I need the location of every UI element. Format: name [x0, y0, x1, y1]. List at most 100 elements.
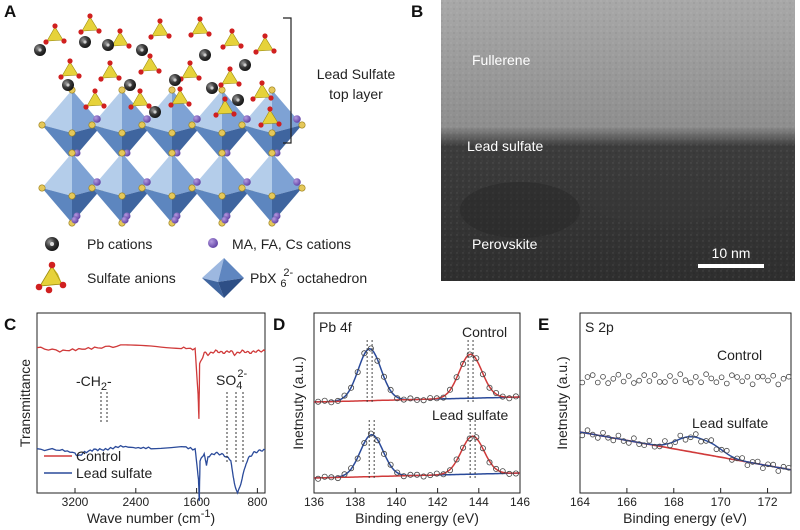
- oxygen-atom: [262, 33, 268, 39]
- top-layer-label-1: Lead Sulfate: [317, 66, 396, 82]
- lead-sulfate-point: [594, 435, 601, 441]
- data-point: [321, 397, 328, 404]
- organic-cation: [123, 149, 131, 157]
- panel-c: C Transmittance 3200 2400 1600 800 Wave num…: [4, 312, 268, 526]
- lead-sulfate-point: [692, 431, 699, 437]
- oxygen-atom: [213, 112, 219, 118]
- control-point: [718, 374, 725, 381]
- sulfate-tetrahedron: [256, 36, 274, 52]
- x-tick-label: 146: [510, 495, 530, 509]
- control-point: [744, 373, 751, 380]
- control-point: [656, 379, 663, 385]
- c-xlabel-end: ): [210, 510, 215, 526]
- lead-sulfate-point: [641, 442, 647, 449]
- panel-e-control-label: Control: [717, 347, 762, 363]
- organic-cation: [93, 115, 101, 123]
- oxygen-atom: [168, 102, 174, 108]
- ch2-markers: [100, 392, 108, 424]
- oxygen-atom: [250, 96, 256, 102]
- organic-cation: [221, 216, 229, 224]
- pb-cation-highlight: [66, 83, 70, 87]
- control-point: [775, 381, 782, 388]
- oxygen-atom: [147, 53, 153, 59]
- control-point: [579, 379, 586, 386]
- data-point: [341, 392, 348, 399]
- panel-e-ylabel: Inetnsuty (a.u.): [554, 356, 570, 449]
- panel-c-xticks: 3200 2400 1600 800: [62, 488, 268, 509]
- x-tick-label: 172: [758, 495, 778, 509]
- lead-sulfate-point: [682, 436, 689, 443]
- oxygen-atom: [238, 43, 244, 49]
- oxygen-atom: [236, 81, 242, 87]
- halide-atom: [218, 86, 226, 94]
- oxygen-atom: [78, 29, 84, 35]
- control-point: [651, 372, 658, 378]
- control-point: [605, 380, 611, 386]
- x-tick-label: 142: [428, 495, 448, 509]
- octahedron-face: [192, 188, 222, 223]
- sulfate-tetrahedron: [81, 16, 99, 32]
- legend-control-label: Control: [76, 448, 121, 464]
- data-point: [453, 456, 460, 463]
- oxygen-atom: [157, 18, 163, 24]
- sulfate-tetrahedron: [181, 63, 199, 79]
- oxygen-atom: [206, 31, 212, 37]
- oxygen-atom: [196, 75, 202, 81]
- sulfate-tetrahedron: [151, 21, 169, 37]
- oxygen-atom: [222, 96, 228, 102]
- ch2-end: -: [107, 373, 112, 389]
- halide-atom: [298, 184, 306, 192]
- halide-atom: [268, 192, 276, 200]
- octahedron-face: [192, 153, 222, 196]
- data-point: [446, 467, 453, 474]
- so4-sub: 4: [236, 380, 242, 392]
- data-point: [380, 450, 387, 457]
- control-point: [589, 372, 596, 378]
- oxygen-atom: [229, 28, 235, 34]
- lead-sulfate-point: [615, 432, 622, 439]
- data-point: [367, 345, 374, 352]
- oxygen-atom: [61, 38, 67, 44]
- data-point: [460, 444, 467, 451]
- panel-b: B Fullerene Lead sulfate Perovskite 10 n…: [411, 0, 795, 281]
- organic-cation: [193, 178, 201, 186]
- ch2-sub: 2: [101, 381, 107, 393]
- pb-cation-highlight: [83, 40, 87, 44]
- panel-d-label: D: [273, 315, 285, 334]
- lead-sulfate-point: [775, 468, 782, 474]
- control-point: [770, 372, 776, 379]
- data-point: [473, 355, 480, 362]
- control-point: [646, 378, 653, 384]
- tem-dark-region-2: [590, 175, 730, 225]
- x-tick-label: 168: [664, 495, 684, 509]
- octahedron-face: [92, 125, 122, 160]
- organic-cation: [121, 216, 129, 224]
- top-layer-label-2: top layer: [329, 86, 383, 102]
- octa-sup: 2-: [283, 267, 293, 279]
- data-point: [334, 397, 341, 404]
- so4-annotation: SO42-: [216, 368, 247, 392]
- lead-sulfate-point: [703, 438, 709, 444]
- panel-e-xticks: 164 166 168 170 172: [570, 488, 778, 509]
- oxygen-atom: [117, 28, 123, 34]
- data-point: [367, 430, 374, 437]
- lead-sulfate-point: [760, 465, 766, 472]
- oxygen-atom: [148, 34, 154, 40]
- sulfate-tetrahedron: [141, 56, 159, 72]
- data-point: [400, 396, 407, 403]
- data-point: [374, 357, 381, 364]
- octahedron-face: [42, 153, 72, 196]
- data-point: [493, 465, 500, 472]
- octahedron-face: [92, 153, 122, 196]
- sulfate-tetrahedron: [101, 63, 119, 79]
- fit-curve-4f7: [313, 347, 521, 403]
- data-point: [479, 445, 486, 452]
- pb-cation-highlight: [38, 48, 42, 52]
- panel-e: E S 2p Inetnsuty (a.u.) Binding energy (…: [538, 312, 792, 526]
- data-point: [460, 360, 467, 367]
- data-point: [348, 465, 355, 472]
- lead-sulfate-point: [579, 432, 586, 439]
- octahedron-face: [42, 188, 72, 223]
- data-point: [315, 398, 322, 405]
- data-point: [334, 475, 341, 482]
